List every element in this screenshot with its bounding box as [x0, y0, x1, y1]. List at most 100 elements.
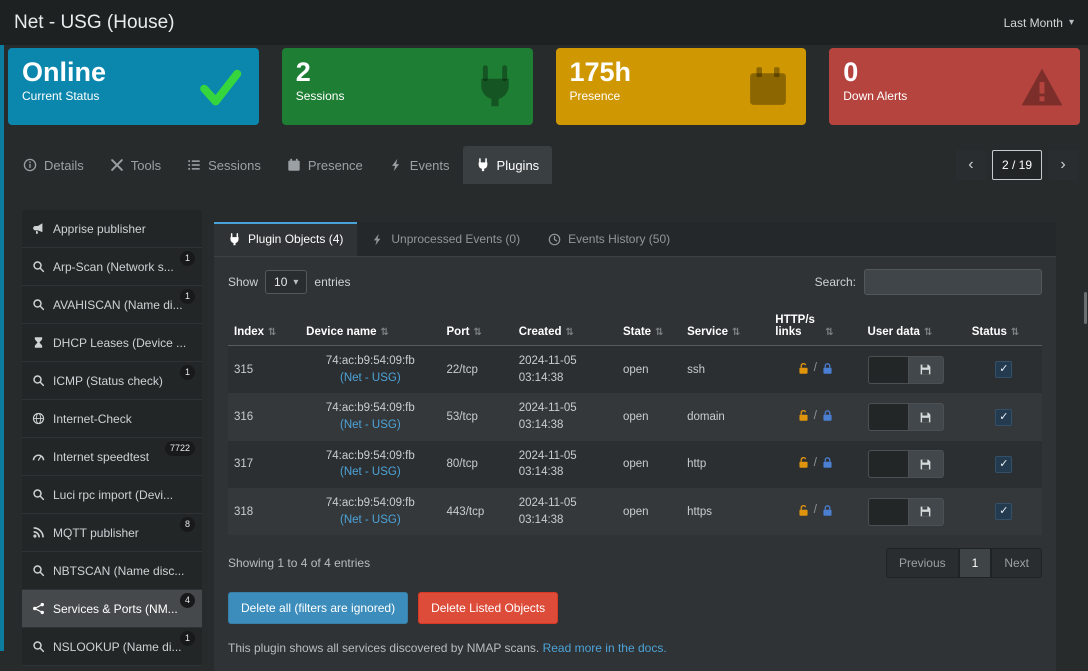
col-user-data[interactable]: User data ⇅: [861, 307, 966, 346]
cell-http-links: /: [769, 441, 861, 488]
plugin-tab-label: Plugin Objects (4): [248, 232, 344, 246]
previous-page-button[interactable]: Previous: [885, 548, 959, 579]
col-http-links[interactable]: HTTP/s links ⇅: [769, 307, 862, 346]
col-created[interactable]: Created ⇅: [512, 307, 617, 346]
tab-events-history[interactable]: Events History (50): [534, 222, 684, 256]
showing-entries-text: Showing 1 to 4 of 4 entries: [228, 556, 371, 571]
unlock-icon[interactable]: [797, 362, 810, 375]
sidebar-item-luci-rpc[interactable]: Luci rpc import (Devi...: [22, 476, 202, 514]
tab-sessions[interactable]: Sessions: [174, 146, 274, 184]
col-device-name[interactable]: Device name ⇅: [300, 307, 441, 346]
user-data-input[interactable]: [867, 497, 908, 526]
device-link[interactable]: (Net - USG): [339, 419, 401, 432]
bolt-icon: [371, 233, 384, 246]
save-user-data-button[interactable]: [907, 403, 944, 432]
caret-down-icon: ▾: [1068, 17, 1074, 28]
cell-state: open: [622, 458, 649, 471]
sidebar-item-nbtscan[interactable]: NBTSCAN (Name disc...: [22, 552, 202, 590]
device-link[interactable]: (Net - USG): [339, 371, 401, 384]
chevron-right-icon: ›: [1060, 156, 1066, 173]
sidebar-item-arp-scan[interactable]: Arp-Scan (Network s... 1: [22, 248, 202, 286]
search-input[interactable]: [864, 269, 1042, 295]
sidebar-item-mqtt[interactable]: MQTT publisher 8: [22, 514, 202, 552]
search-icon: [32, 374, 45, 387]
cell-state: open: [622, 411, 649, 424]
cell-index: 315: [234, 363, 254, 376]
table-row: 316 74:ac:b9:54:09:fb (Net - USG) 53/tcp…: [228, 393, 1042, 441]
col-state[interactable]: State ⇅: [616, 307, 682, 346]
item-badge: 1: [179, 251, 195, 266]
lock-icon[interactable]: [821, 456, 834, 469]
col-service[interactable]: Service ⇅: [681, 307, 770, 346]
device-link[interactable]: (Net - USG): [339, 513, 401, 526]
next-page-button[interactable]: Next: [991, 548, 1042, 579]
prev-device-button[interactable]: ‹: [955, 150, 986, 180]
tab-unprocessed-events[interactable]: Unprocessed Events (0): [357, 222, 534, 256]
cell-http-links: /: [769, 393, 861, 440]
unlock-icon[interactable]: [797, 504, 810, 517]
col-port[interactable]: Port ⇅: [440, 307, 513, 346]
table-header-row: Index ⇅ Device name ⇅ Port ⇅ Created ⇅ State…: [228, 307, 1042, 346]
unlock-icon[interactable]: [797, 409, 810, 422]
status-value: Online: [22, 57, 107, 87]
save-user-data-button[interactable]: [907, 497, 944, 526]
status-checkbox[interactable]: ✓: [995, 408, 1013, 426]
status-checkbox[interactable]: ✓: [995, 503, 1013, 521]
cell-created: 2024-11-05 03:14:38: [513, 488, 617, 535]
lock-icon[interactable]: [821, 409, 834, 422]
save-user-data-button[interactable]: [907, 450, 944, 479]
user-data-input[interactable]: [867, 403, 908, 432]
cell-port: 53/tcp: [446, 411, 478, 424]
search-label: Search:: [814, 275, 856, 289]
tab-events[interactable]: Events: [376, 146, 463, 184]
tab-label: Sessions: [208, 157, 261, 173]
sidebar-item-label: MQTT publisher: [53, 525, 139, 540]
pagination: Previous 1 Next: [885, 548, 1042, 579]
sidebar-item-apprise[interactable]: Apprise publisher: [22, 210, 202, 248]
sidebar-item-services-ports[interactable]: Services & Ports (NM... 4: [22, 590, 202, 628]
device-pager: ‹ 2 / 19 ›: [955, 146, 1078, 184]
tab-plugin-objects[interactable]: Plugin Objects (4): [214, 222, 358, 256]
delete-all-button[interactable]: Delete all (filters are ignored): [228, 592, 409, 625]
tab-plugins[interactable]: Plugins: [462, 146, 553, 184]
col-index[interactable]: Index ⇅: [228, 307, 301, 346]
next-device-button[interactable]: ›: [1048, 150, 1078, 180]
cell-state: open: [622, 363, 649, 376]
tab-presence[interactable]: Presence: [274, 146, 376, 184]
lock-icon[interactable]: [821, 362, 834, 375]
page-number-button[interactable]: 1: [958, 548, 992, 579]
entries-select[interactable]: 10 ▾: [265, 270, 308, 294]
scrollbar-thumb[interactable]: [1084, 292, 1087, 324]
created-time: 03:14:38: [518, 419, 564, 432]
user-data-input[interactable]: [867, 450, 908, 479]
lock-icon[interactable]: [821, 504, 834, 517]
table-row: 315 74:ac:b9:54:09:fb (Net - USG) 22/tcp…: [228, 345, 1042, 394]
sort-icon: ⇅: [473, 327, 482, 338]
sidebar-item-internet-check[interactable]: Internet-Check: [22, 400, 202, 438]
cell-created: 2024-11-05 03:14:38: [513, 393, 617, 440]
presence-label: Presence: [569, 89, 621, 104]
status-checkbox[interactable]: ✓: [995, 455, 1013, 473]
plugin-tab-label: Events History (50): [568, 232, 671, 246]
cell-status: ✓: [966, 393, 1042, 440]
unlock-icon[interactable]: [797, 456, 810, 469]
tab-tools[interactable]: Tools: [97, 146, 174, 184]
user-data-input[interactable]: [867, 355, 908, 384]
sidebar-item-dhcp-leases[interactable]: DHCP Leases (Device ...: [22, 324, 202, 362]
slash-separator: /: [813, 362, 817, 375]
tab-details[interactable]: Details: [10, 146, 97, 184]
device-link[interactable]: (Net - USG): [339, 466, 401, 479]
sidebar-item-nslookup[interactable]: NSLOOKUP (Name di... 1: [22, 628, 202, 666]
save-user-data-button[interactable]: [907, 355, 944, 384]
check-icon: ✓: [999, 505, 1009, 518]
rss-icon: [32, 526, 45, 539]
period-selector[interactable]: Last Month ▾: [1004, 16, 1074, 30]
docs-link[interactable]: Read more in the docs.: [542, 641, 667, 656]
sidebar-item-avahiscan[interactable]: AVAHISCAN (Name di... 1: [22, 286, 202, 324]
delete-listed-button[interactable]: Delete Listed Objects: [418, 592, 559, 625]
status-checkbox[interactable]: ✓: [995, 361, 1013, 379]
col-status[interactable]: Status ⇅: [965, 307, 1042, 346]
sidebar-item-internet-speedtest[interactable]: Internet speedtest 7722: [22, 438, 202, 476]
sidebar-item-label: Apprise publisher: [53, 221, 146, 236]
sidebar-item-icmp[interactable]: ICMP (Status check) 1: [22, 362, 202, 400]
